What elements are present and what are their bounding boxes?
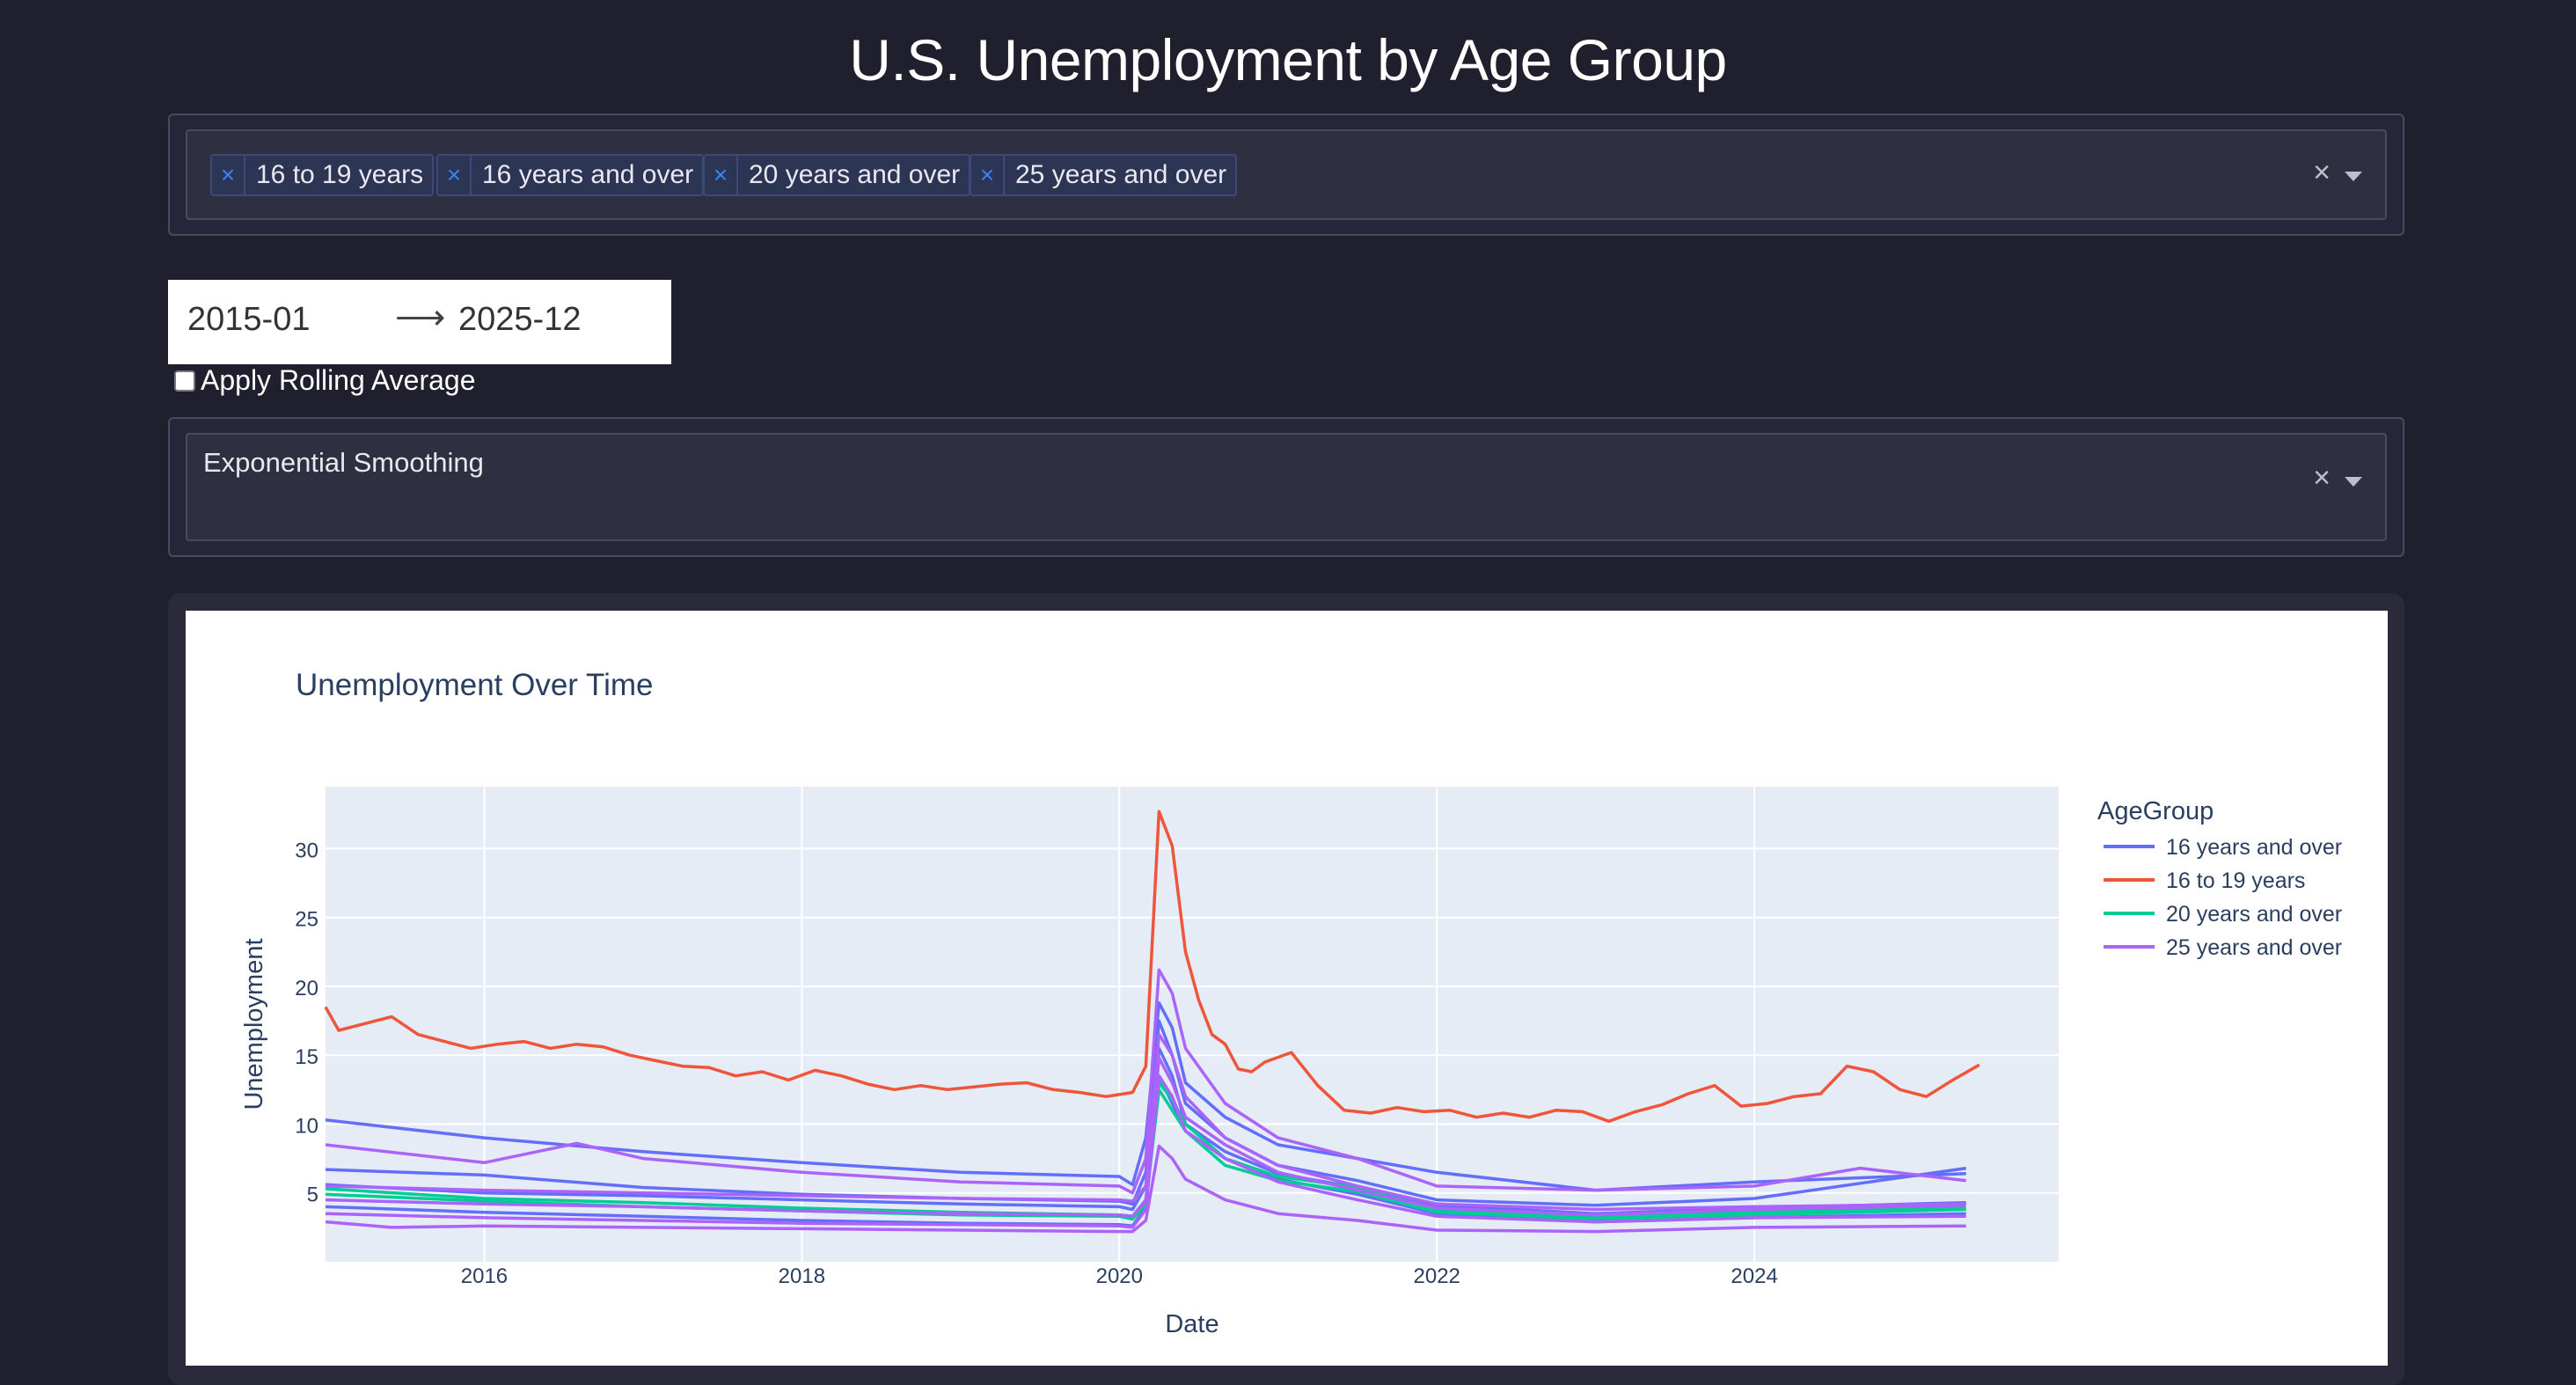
age-group-dropdown[interactable]: × 16 to 19 years × 16 years and over × 2… — [186, 129, 2387, 220]
unemployment-chart[interactable]: Unemployment Over Time 5 10 15 20 25 30 2016 20… — [186, 611, 2388, 1366]
chip-20-and-over: × 20 years and over — [703, 154, 971, 196]
chart-title: Unemployment Over Time — [296, 668, 654, 702]
x-tick-label: 2022 — [1414, 1264, 1460, 1288]
rolling-average-label: Apply Rolling Average — [201, 364, 476, 396]
age-group-panel: × 16 to 19 years × 16 years and over × 2… — [168, 114, 2404, 236]
series-lines — [324, 810, 1980, 1234]
x-tick-label: 2020 — [1096, 1264, 1143, 1288]
rolling-average-row: Apply Rolling Average — [174, 364, 476, 397]
legend[interactable]: AgeGroup 16 years and over 16 to 19 years… — [2097, 797, 2342, 960]
y-tick-label: 25 — [295, 908, 318, 932]
chip-label: 16 to 19 years — [256, 160, 424, 189]
chip-25-and-over: × 25 years and over — [970, 154, 1238, 196]
chevron-down-icon[interactable] — [2345, 172, 2362, 181]
chip-label: 20 years and over — [749, 160, 961, 189]
chip-remove-icon[interactable]: × — [212, 156, 245, 194]
legend-title: AgeGroup — [2097, 797, 2214, 825]
smoothing-dropdown[interactable]: Exponential Smoothing × — [186, 433, 2387, 541]
x-tick-label: 2018 — [779, 1264, 825, 1288]
chip-remove-icon[interactable]: × — [438, 156, 472, 194]
series-line[interactable] — [325, 1074, 1966, 1229]
y-tick-label: 10 — [295, 1114, 318, 1138]
rolling-average-checkbox[interactable] — [174, 370, 195, 392]
chip-label: 16 years and over — [482, 160, 694, 189]
legend-item-label[interactable]: 16 years and over — [2166, 835, 2342, 860]
chip-16-to-19: × 16 to 19 years — [210, 154, 435, 196]
clear-all-icon[interactable]: × — [2313, 156, 2331, 189]
graph-container: Unemployment Over Time 5 10 15 20 25 30 2016 20… — [186, 611, 2388, 1366]
series-line[interactable] — [325, 1056, 1966, 1219]
chip-16-and-over: × 16 years and over — [436, 154, 705, 196]
series-line[interactable] — [325, 1144, 1966, 1234]
smoothing-value: Exponential Smoothing — [203, 447, 484, 478]
y-tick-label: 5 — [307, 1183, 318, 1207]
y-tick-label: 15 — [295, 1045, 318, 1069]
x-tick-label: 2024 — [1731, 1264, 1777, 1288]
y-tick-label: 20 — [295, 977, 318, 1000]
chip-remove-icon[interactable]: × — [971, 156, 1005, 194]
date-range-picker: ⟶ — [168, 280, 671, 364]
end-date-input[interactable] — [458, 301, 652, 339]
series-line[interactable] — [325, 1019, 1966, 1207]
chevron-down-icon[interactable] — [2345, 477, 2362, 487]
series-line[interactable] — [324, 810, 1980, 1124]
series-line[interactable] — [325, 1032, 1966, 1212]
y-tick-label: 30 — [295, 839, 318, 862]
clear-icon[interactable]: × — [2313, 461, 2331, 495]
start-date-input[interactable] — [187, 301, 381, 339]
legend-item-label[interactable]: 25 years and over — [2166, 935, 2342, 960]
y-axis-label: Unemployment — [240, 938, 268, 1110]
series-line[interactable] — [325, 1000, 1966, 1192]
arrow-right-icon: ⟶ — [395, 298, 446, 337]
series-line[interactable] — [325, 968, 1966, 1195]
axis-ticks: 5 10 15 20 25 30 2016 2018 2020 2022 2024 — [295, 839, 1778, 1288]
legend-item-label[interactable]: 20 years and over — [2166, 902, 2342, 927]
page-title: U.S. Unemployment by Age Group — [849, 27, 1727, 92]
x-tick-label: 2016 — [461, 1264, 508, 1288]
smoothing-panel: Exponential Smoothing × — [168, 417, 2404, 557]
chip-remove-icon[interactable]: × — [705, 156, 738, 194]
series-line[interactable] — [325, 1046, 1966, 1215]
chip-label: 25 years and over — [1015, 160, 1227, 189]
x-axis-label: Date — [1165, 1310, 1218, 1338]
legend-item-label[interactable]: 16 to 19 years — [2166, 868, 2305, 893]
